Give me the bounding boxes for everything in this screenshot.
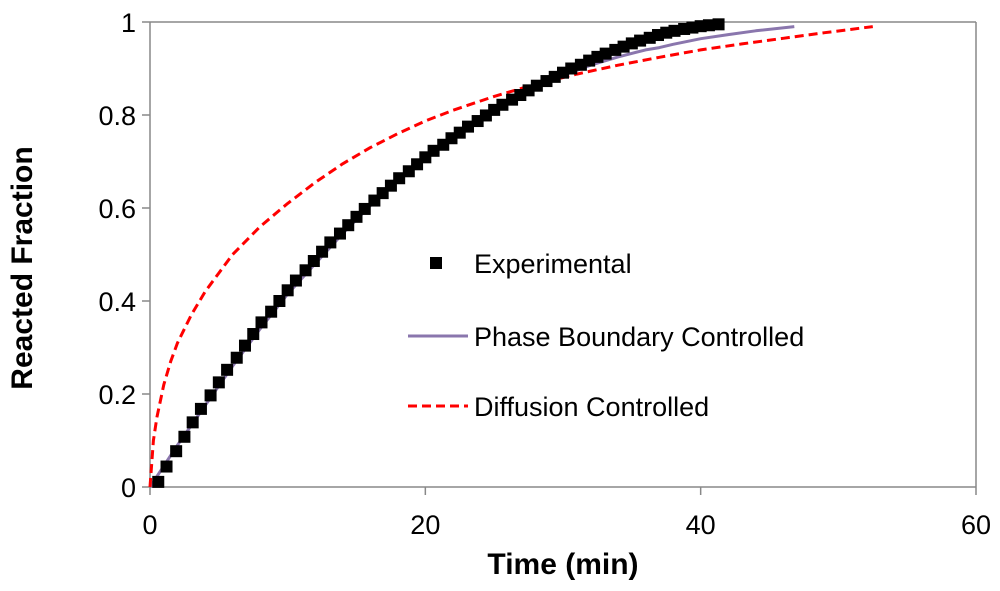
experimental-point — [565, 62, 578, 75]
experimental-point — [152, 475, 165, 488]
x-tick-label: 40 — [686, 510, 716, 540]
experimental-point — [238, 339, 251, 352]
experimental-point — [712, 18, 725, 31]
y-tick-label: 0 — [121, 473, 136, 503]
y-axis-title: Reacted Fraction — [6, 146, 39, 389]
experimental-point — [221, 363, 234, 376]
legend-marker-experimental — [430, 257, 442, 269]
experimental-point — [599, 47, 612, 60]
experimental-point — [178, 430, 191, 443]
y-tick-label: 1 — [121, 8, 136, 38]
experimental-point — [496, 98, 509, 111]
experimental-point — [694, 20, 707, 33]
series-line-diffusion-controlled — [148, 25, 873, 488]
y-tick-label: 0.4 — [98, 287, 136, 317]
experimental-point — [316, 245, 329, 258]
y-tick-label: 0.8 — [98, 101, 136, 131]
experimental-point — [324, 236, 337, 249]
experimental-point — [393, 172, 406, 185]
experimental-point — [643, 31, 656, 44]
experimental-point — [265, 305, 278, 318]
axes — [149, 21, 977, 488]
legend-label-diffusion: Diffusion Controlled — [474, 392, 709, 422]
data-series — [148, 18, 873, 488]
legend-label-experimental: Experimental — [474, 249, 632, 279]
x-tick-label: 60 — [961, 510, 991, 540]
experimental-point — [678, 22, 691, 35]
experimental-point — [358, 202, 371, 215]
experimental-point — [702, 19, 715, 32]
y-tick-label: 0.2 — [98, 380, 136, 410]
y-tick-label: 0.6 — [98, 194, 136, 224]
experimental-point — [668, 24, 681, 37]
experimental-point — [634, 34, 647, 47]
experimental-point — [204, 389, 217, 402]
experimental-point — [530, 79, 543, 92]
experimental-point — [247, 328, 260, 341]
experimental-point — [462, 120, 475, 133]
experimental-point — [160, 460, 173, 473]
legend: Experimental Phase Boundary Controlled D… — [408, 249, 804, 422]
experimental-point — [186, 416, 199, 429]
x-tick-label: 20 — [410, 510, 440, 540]
experimental-point — [427, 144, 440, 157]
experimental-point — [273, 295, 286, 307]
experimental-point — [212, 376, 225, 389]
axis-ticks: 0 0.2 0.4 0.6 0.8 1 0 20 40 60 — [98, 8, 991, 540]
experimental-point — [170, 445, 183, 458]
experimental-point — [194, 402, 207, 415]
experimental-point — [299, 264, 312, 277]
experimental-point — [230, 351, 243, 364]
experimental-point — [281, 284, 294, 297]
experimental-point — [289, 274, 302, 287]
x-axis-title: Time (min) — [487, 548, 638, 581]
experimental-point — [255, 316, 268, 329]
legend-label-phase-boundary: Phase Boundary Controlled — [474, 322, 804, 352]
x-tick-label: 0 — [142, 510, 157, 540]
experimental-point — [307, 255, 320, 268]
